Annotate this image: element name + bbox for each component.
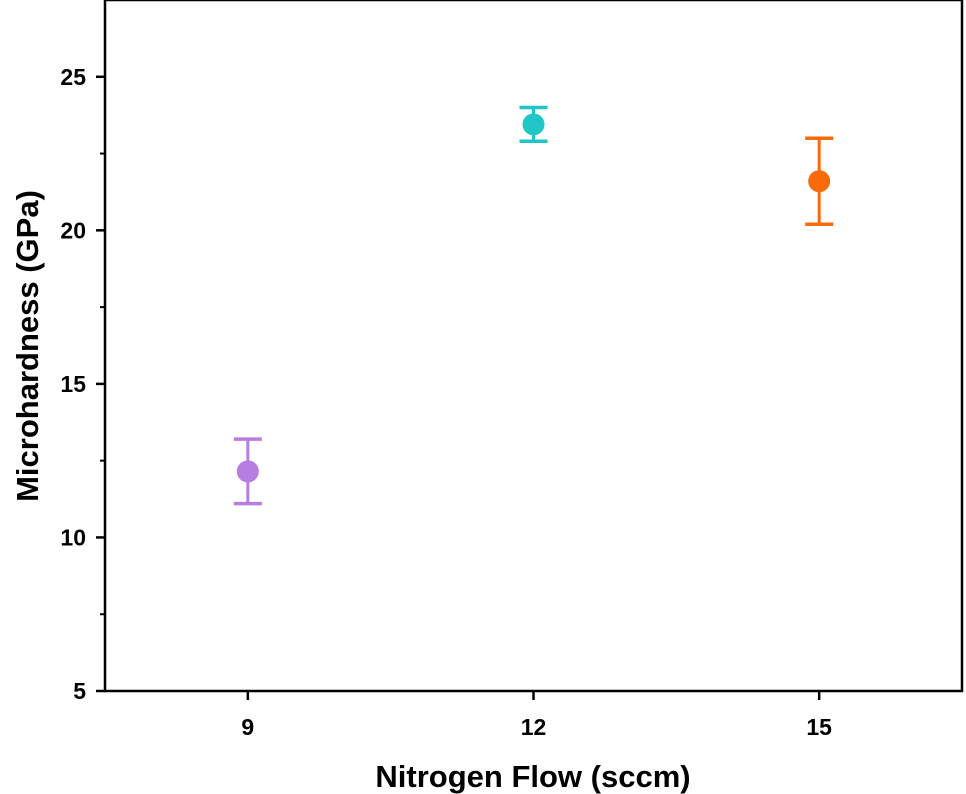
- data-point-marker: [808, 170, 831, 193]
- data-point-group: [519, 105, 548, 144]
- data-points: [233, 105, 834, 506]
- data-point-group: [805, 136, 834, 226]
- plot-frame: [103, 0, 964, 693]
- y-tick-label: 15: [60, 371, 86, 397]
- x-tick-label: 9: [241, 714, 254, 740]
- x-tick-label: 12: [521, 714, 547, 740]
- data-point-marker: [522, 113, 545, 136]
- y-tick-label: 20: [60, 217, 86, 243]
- y-axis-title: Microhardness (GPa): [10, 190, 45, 502]
- y-tick-label: 25: [60, 64, 86, 90]
- x-axis-ticks: 9 12 15: [241, 691, 832, 740]
- y-tick-label: 10: [60, 524, 86, 550]
- x-axis-title: Nitrogen Flow (sccm): [375, 759, 690, 794]
- data-point-marker: [236, 460, 259, 483]
- y-tick-label: 5: [73, 678, 86, 704]
- y-axis-ticks: 5 10 15 20 25: [60, 64, 105, 704]
- data-point-group: [233, 437, 262, 506]
- x-tick-label: 15: [806, 714, 832, 740]
